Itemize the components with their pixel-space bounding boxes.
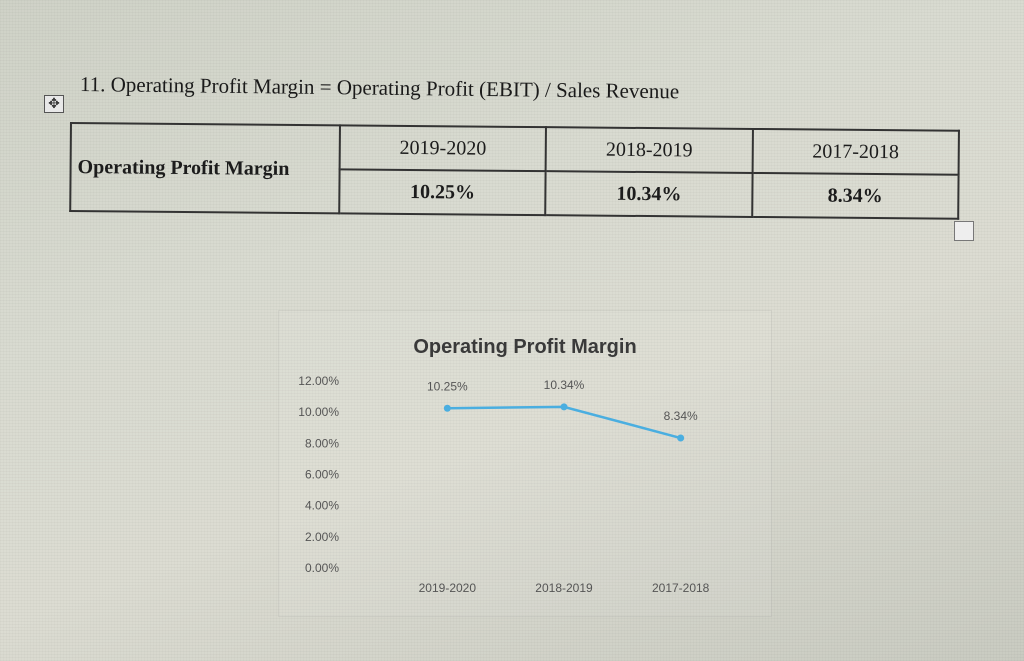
y-tick-label: 8.00% (305, 436, 339, 450)
margin-value: 10.34% (545, 171, 753, 217)
data-point[interactable] (560, 403, 568, 411)
series-line (447, 405, 681, 440)
resize-square-icon[interactable] (954, 221, 974, 241)
y-tick-label: 12.00% (298, 374, 339, 388)
chart-title: Operating Profit Margin (413, 336, 636, 358)
chart-area[interactable]: Operating Profit Margin 0.00% 2.00% 4.00% 6… (278, 310, 772, 617)
y-tick-label: 6.00% (305, 468, 339, 482)
move-arrows-icon[interactable]: ✥ (44, 95, 64, 113)
y-tick-label: 0.00% (305, 561, 339, 575)
x-tick-label: 2019-2020 (419, 581, 477, 595)
data-label: 10.34% (544, 378, 585, 392)
y-tick-label: 10.00% (298, 405, 339, 419)
period-header: 2017-2018 (752, 128, 959, 175)
period-header: 2018-2019 (545, 127, 753, 173)
row-label: Operating Profit Margin (70, 123, 340, 214)
data-point[interactable] (677, 434, 685, 442)
profit-margin-table: Operating Profit Margin 2019-2020 2018-2… (69, 122, 960, 220)
y-tick-label: 4.00% (305, 499, 339, 513)
y-tick-label: 2.00% (305, 530, 339, 544)
margin-value: 8.34% (751, 172, 959, 219)
margin-value: 10.25% (339, 169, 546, 216)
section-heading: 11. Operating Profit Margin = Operating … (79, 72, 680, 104)
data-point[interactable] (443, 404, 451, 412)
x-tick-label: 2018-2019 (535, 581, 593, 595)
data-label: 8.34% (664, 409, 698, 423)
data-label: 10.25% (427, 379, 468, 393)
line-chart: Operating Profit Margin 0.00% 2.00% 4.00% 6… (298, 336, 710, 595)
period-header: 2019-2020 (339, 125, 547, 172)
x-tick-label: 2017-2018 (652, 581, 710, 595)
